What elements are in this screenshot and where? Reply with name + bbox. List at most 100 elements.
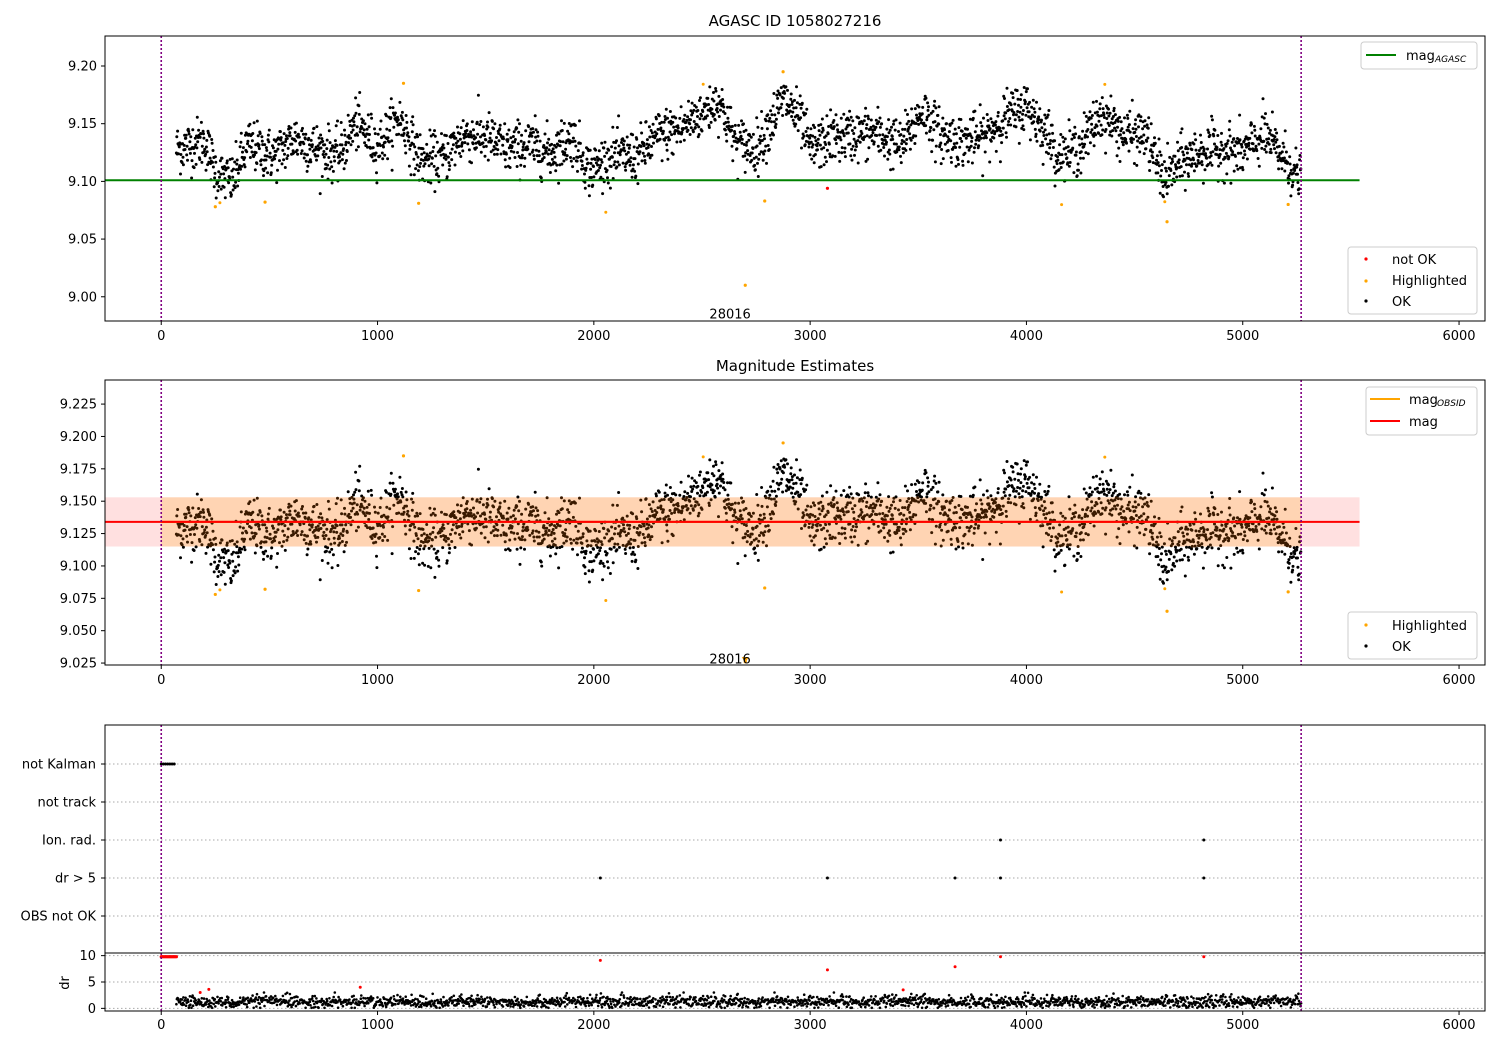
point (430, 544, 434, 548)
point (346, 113, 350, 117)
point (960, 129, 964, 133)
point (705, 490, 709, 494)
point (222, 556, 226, 560)
point (1068, 161, 1072, 164)
agasc-ticks: 0 1000 2000 3000 4000 5000 60009.009.059.109.1… (68, 60, 1476, 345)
point (1037, 492, 1041, 496)
point (698, 99, 701, 102)
point (951, 118, 955, 122)
point (532, 157, 536, 161)
x-tick-label: 5000 (1226, 329, 1259, 344)
point (350, 130, 353, 134)
point (583, 572, 587, 576)
point (269, 537, 272, 541)
point (927, 517, 931, 521)
point (777, 111, 780, 115)
point (530, 134, 534, 138)
point (1147, 116, 1151, 120)
point (1274, 151, 1278, 155)
point (822, 526, 826, 530)
point (428, 532, 432, 536)
point (361, 119, 365, 123)
point (426, 564, 430, 568)
point (1118, 115, 1122, 119)
point (496, 528, 500, 532)
point (804, 508, 808, 512)
point (819, 123, 823, 127)
point (379, 119, 383, 123)
point (241, 150, 244, 154)
point (712, 489, 716, 493)
point (1194, 148, 1198, 152)
point (208, 538, 212, 542)
point (943, 128, 946, 132)
point (322, 155, 326, 159)
point (1028, 517, 1032, 521)
point (634, 174, 638, 178)
point (283, 152, 286, 156)
point (354, 470, 358, 474)
point (933, 497, 937, 501)
point (1186, 172, 1190, 176)
point (835, 501, 839, 505)
point (866, 539, 870, 543)
point (768, 493, 772, 497)
point (200, 144, 204, 148)
point (495, 515, 498, 519)
point (646, 526, 650, 530)
point (753, 168, 757, 172)
point (806, 126, 810, 130)
point (1082, 111, 1086, 115)
point (814, 139, 818, 143)
point (504, 152, 508, 156)
point (330, 181, 334, 185)
point (1067, 495, 1071, 499)
point (875, 134, 879, 137)
point (245, 150, 249, 154)
point (1099, 123, 1103, 127)
point (557, 511, 561, 515)
point (1239, 151, 1243, 155)
point (745, 140, 749, 144)
point (776, 89, 780, 93)
point (407, 135, 411, 139)
point (351, 506, 355, 510)
point (933, 120, 937, 124)
point (276, 528, 280, 532)
point (886, 531, 890, 535)
point (696, 491, 699, 495)
point (213, 171, 217, 175)
point (860, 497, 863, 501)
point (800, 476, 804, 480)
point (273, 157, 277, 161)
point (217, 570, 221, 574)
point (239, 131, 243, 135)
point (897, 525, 901, 529)
point (682, 138, 686, 142)
point (474, 526, 478, 530)
point (1275, 138, 1279, 142)
point (586, 161, 590, 165)
point (562, 541, 566, 545)
point (584, 552, 588, 556)
point (411, 491, 415, 495)
point (275, 181, 279, 185)
point (811, 523, 815, 527)
point (764, 524, 768, 528)
point (623, 547, 627, 551)
point (245, 531, 249, 535)
point (717, 135, 720, 139)
point (871, 502, 875, 506)
point (735, 527, 739, 531)
point (698, 96, 702, 100)
point (1100, 133, 1104, 137)
point (610, 145, 614, 149)
point (434, 154, 438, 158)
point (380, 532, 384, 536)
point (444, 157, 448, 161)
point (840, 532, 844, 536)
point (676, 504, 680, 508)
point (315, 125, 319, 129)
point (825, 542, 828, 546)
point (730, 144, 734, 148)
